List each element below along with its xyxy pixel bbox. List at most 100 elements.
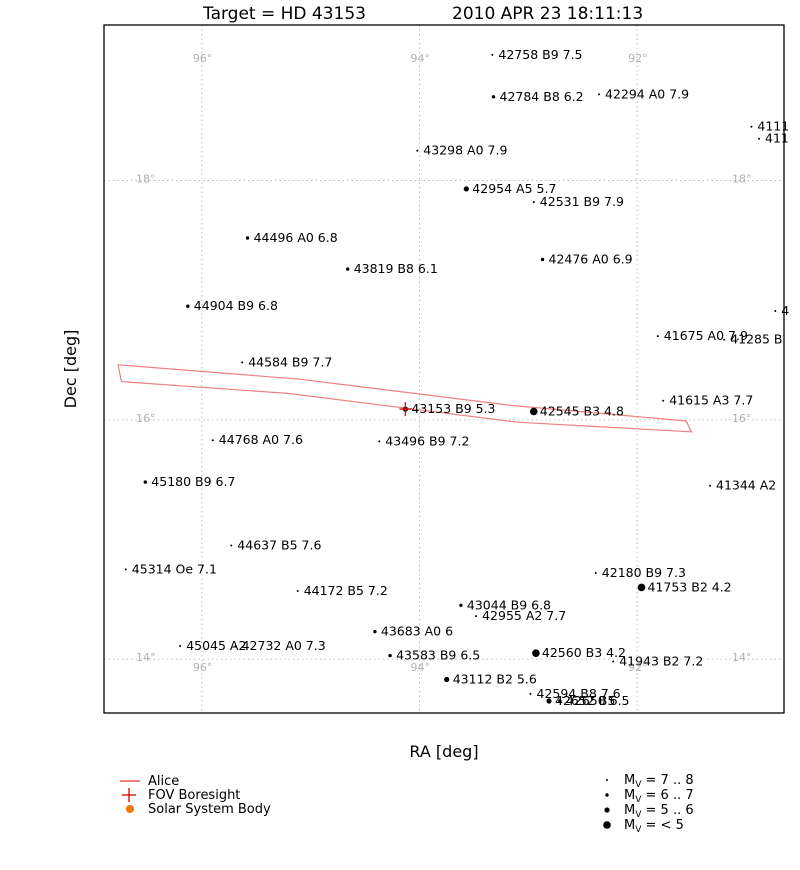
star-marker xyxy=(416,149,419,152)
star-label: 42955 A2 7.7 xyxy=(482,608,566,623)
star-marker xyxy=(459,603,463,607)
dec-tick-label-left: 16° xyxy=(136,412,156,425)
star-label: 41943 B2 7.2 xyxy=(619,654,703,669)
star-label: 43819 B8 6.1 xyxy=(354,261,438,276)
star-marker xyxy=(723,338,726,341)
star-label: 41344 A2 xyxy=(716,478,776,493)
star-label: 44904 B9 6.8 xyxy=(194,298,278,313)
mag-legend-label: MV = 7 .. 8 xyxy=(624,773,694,790)
star-label: 42180 B9 7.3 xyxy=(602,565,686,580)
star-label: 44172 B5 7.2 xyxy=(304,583,388,598)
star-marker xyxy=(598,93,600,96)
ra-tick-label-top: 94° xyxy=(411,52,431,65)
star-label: 42545 B3 4.8 xyxy=(540,404,624,419)
star-label: 42954 A5 5.7 xyxy=(472,181,556,196)
star-marker xyxy=(774,310,777,312)
alice-slit-outline xyxy=(117,364,693,433)
ra-tick-label-bottom: 94° xyxy=(411,661,431,674)
star-marker xyxy=(656,335,659,338)
star-label: 44768 A0 7.6 xyxy=(219,432,303,447)
mag-legend-label: MV = 5 .. 6 xyxy=(624,803,694,820)
star-label: 43683 A0 6 xyxy=(381,624,453,639)
alice-outline-layer xyxy=(117,364,693,433)
star-label: 42560 B3 4.2 xyxy=(542,645,626,660)
star-marker xyxy=(491,53,494,56)
star-marker xyxy=(709,484,711,487)
star-label: 44496 A0 6.8 xyxy=(254,230,338,245)
legend-label: Alice xyxy=(148,774,179,789)
star-marker xyxy=(529,692,532,695)
star-marker xyxy=(758,137,760,140)
star-label: 42732 A0 7.3 xyxy=(242,638,326,653)
star-marker xyxy=(463,186,469,192)
star-label: 42652 B5 xyxy=(555,693,615,708)
mag-legend-label: MV = < 5 xyxy=(624,818,684,835)
star-label: 41753 B2 4.2 xyxy=(648,579,732,594)
star-marker xyxy=(378,440,381,443)
star-label: 41285 B xyxy=(730,332,782,347)
star-label: 43112 B2 5.6 xyxy=(453,672,537,687)
star-marker xyxy=(388,653,392,658)
star-label: 43298 A0 7.9 xyxy=(423,143,507,158)
star-marker xyxy=(296,590,299,592)
star-label: 43044 B9 6.8 xyxy=(467,597,551,612)
star-marker xyxy=(530,407,538,416)
boresight-layer xyxy=(399,402,412,417)
dec-tick-label-right: 16° xyxy=(732,412,752,425)
chart-title-target: Target = HD 43153 xyxy=(202,4,366,24)
star-label: 4 xyxy=(781,303,789,318)
star-marker xyxy=(230,544,233,547)
mag-legend-marker xyxy=(603,821,611,829)
star-label: 44637 B5 7.6 xyxy=(237,538,321,553)
plot-frame xyxy=(103,24,785,714)
star-marker xyxy=(179,645,182,647)
star-label: 45314 Oe 7.1 xyxy=(132,561,217,576)
star-label: 4111 xyxy=(757,119,789,134)
star-label: 45180 B9 6.7 xyxy=(151,474,235,489)
star-label: 45045 A2 xyxy=(186,638,246,653)
star-marker xyxy=(241,361,244,364)
star-marker xyxy=(124,568,127,571)
star-marker xyxy=(245,236,250,240)
star-marker xyxy=(662,399,665,402)
star-label: 43153 B9 5.3 xyxy=(411,401,495,416)
star-marker xyxy=(532,201,535,204)
star-marker xyxy=(612,660,615,663)
mag-legend-marker xyxy=(605,793,609,797)
star-label: 411 xyxy=(765,131,789,146)
star-marker xyxy=(491,95,496,99)
star-marker xyxy=(532,649,540,657)
star-label: 42650 6.5 xyxy=(566,693,630,708)
legend-solar-system-swatch xyxy=(126,805,134,813)
dec-tick-label-right: 14° xyxy=(732,651,752,664)
mag-legend-label: MV = 6 .. 7 xyxy=(624,788,694,805)
star-marker xyxy=(186,304,190,308)
star-marker xyxy=(373,629,377,634)
star-marker xyxy=(475,615,478,618)
star-label: 42594 B8 7.6 xyxy=(537,686,621,701)
star-marker xyxy=(143,480,147,484)
star-label: 42784 B8 6.2 xyxy=(500,89,584,104)
star-marker xyxy=(637,583,646,592)
star-marker xyxy=(346,267,350,271)
star-marker xyxy=(444,676,450,683)
star-label: 43583 B9 6.5 xyxy=(396,648,480,663)
star-marker xyxy=(594,572,597,574)
dec-tick-label-left: 14° xyxy=(136,651,156,664)
star-label: 41675 A0 7.9 xyxy=(664,328,748,343)
star-label: 42758 B9 7.5 xyxy=(498,47,582,62)
mag-legend-marker xyxy=(606,779,608,781)
star-label: 42531 B9 7.9 xyxy=(540,194,624,209)
ra-tick-label-bottom: 96° xyxy=(193,661,213,674)
ra-tick-label-top: 96° xyxy=(193,52,213,65)
star-marker xyxy=(211,439,214,442)
star-label: 43496 B9 7.2 xyxy=(385,433,469,448)
star-label: 41615 A3 7.7 xyxy=(669,393,753,408)
y-axis-label: Dec [deg] xyxy=(61,330,80,409)
mag-legend-marker xyxy=(604,807,610,813)
dec-tick-label-right: 18° xyxy=(732,173,752,186)
dec-tick-label-left: 18° xyxy=(136,173,156,186)
ra-tick-label-bottom: 92° xyxy=(628,661,648,674)
